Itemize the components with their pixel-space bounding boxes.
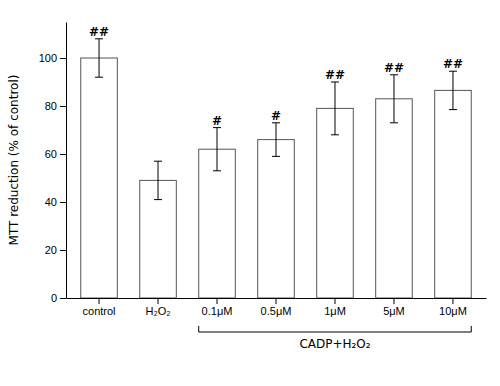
x-tick: 1μM (324, 298, 346, 317)
significance-marker: # (271, 109, 281, 123)
y-tick-label: 40 (45, 196, 57, 208)
bar (435, 90, 472, 298)
x-tick-label: control (83, 305, 116, 317)
significance-markers: ########## (89, 25, 463, 128)
y-tick-mark (60, 154, 66, 155)
bar (317, 108, 354, 298)
y-tick-mark (60, 58, 66, 59)
y-tick-label: 60 (45, 148, 57, 160)
x-tick-mark (99, 298, 100, 304)
x-tick-mark (334, 298, 335, 304)
chart: 0 20 40 60 80 100 control H₂O₂ 0.1μM 0.5μM 1μM 5μM 1… (0, 0, 500, 386)
bar (258, 140, 295, 298)
marks (81, 39, 472, 298)
x-tick-label: 5μM (383, 305, 405, 317)
y-axis-line (66, 23, 67, 299)
y-axis-title: MTT reduction (% of control) (7, 75, 21, 246)
error-bar (272, 123, 280, 157)
x-tick-mark (452, 298, 453, 304)
x-tick-label: 1μM (324, 305, 346, 317)
x-tick: 5μM (383, 298, 405, 317)
y-tick: 20 (45, 244, 66, 256)
significance-marker: ## (384, 61, 404, 75)
bar (376, 99, 413, 298)
y-axis: 0 20 40 60 80 100 (39, 23, 67, 305)
error-bar (331, 82, 339, 135)
x-tick: 0.5μM (261, 298, 292, 317)
y-tick-label: 20 (45, 244, 57, 256)
x-tick-label: 10μM (439, 305, 467, 317)
significance-marker: # (212, 114, 222, 128)
y-tick-label: 100 (39, 52, 57, 64)
y-tick-mark (60, 106, 66, 107)
error-bar (390, 75, 398, 123)
x-tick: control (83, 298, 116, 317)
x-axis: control H₂O₂ 0.1μM 0.5μM 1μM 5μM 10μM (67, 298, 487, 317)
y-tick: 0 (51, 292, 66, 304)
x-tick: 10μM (439, 298, 467, 317)
bar (81, 58, 118, 298)
x-tick-mark (393, 298, 394, 304)
error-bar (95, 39, 103, 77)
x-tick-label: 0.5μM (261, 305, 292, 317)
x-tick-mark (276, 298, 277, 304)
chart-container: 0 20 40 60 80 100 control H₂O₂ 0.1μM 0.5μM 1μM 5μM 1… (0, 0, 500, 386)
x-tick-label: 0.1μM (202, 305, 233, 317)
significance-marker: ## (325, 68, 345, 82)
y-tick-mark (60, 250, 66, 251)
y-tick: 40 (45, 196, 66, 208)
y-tick-mark (60, 202, 66, 203)
y-tick-mark (60, 298, 66, 299)
x-tick-label: H₂O₂ (145, 305, 170, 317)
y-tick: 80 (45, 100, 66, 112)
y-tick-label: 0 (51, 292, 57, 304)
y-tick-label: 80 (45, 100, 57, 112)
group-bracket (199, 326, 472, 332)
annotations: CADP+H₂O₂ (199, 326, 472, 351)
error-bar (154, 161, 162, 199)
plot: 0 20 40 60 80 100 control H₂O₂ 0.1μM 0.5μM 1μM 5μM 1… (39, 23, 487, 352)
bar (199, 149, 236, 298)
significance-marker: ## (443, 57, 463, 71)
x-tick: 0.1μM (202, 298, 233, 317)
x-tick-mark (158, 298, 159, 304)
group-label: CADP+H₂O₂ (299, 337, 370, 351)
error-bar (213, 128, 221, 171)
error-bar (449, 71, 457, 109)
x-tick-mark (217, 298, 218, 304)
y-tick: 100 (39, 52, 66, 64)
significance-marker: ## (89, 25, 109, 39)
y-tick: 60 (45, 148, 66, 160)
x-tick: H₂O₂ (145, 298, 170, 317)
